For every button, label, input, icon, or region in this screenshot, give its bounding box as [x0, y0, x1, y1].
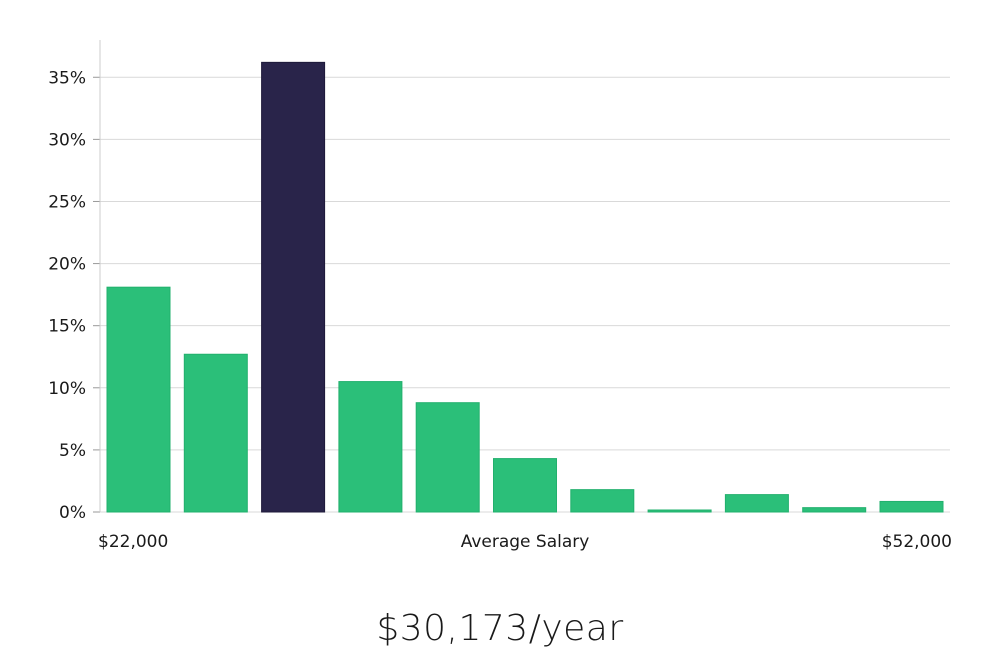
- bar: [879, 500, 944, 513]
- bar: [415, 402, 480, 513]
- bar: [724, 494, 789, 513]
- y-axis-ticks: 0% 5% 10% 15% 20% 25% 30% 35%: [48, 68, 100, 523]
- y-tick-label: 0%: [59, 503, 86, 523]
- x-axis-max-label: $52,000: [882, 532, 952, 552]
- x-axis-title: Average Salary: [461, 532, 590, 552]
- bar: [647, 509, 712, 513]
- bar: [106, 286, 171, 513]
- bar-highlighted: [261, 61, 326, 513]
- salary-histogram-chart: 0% 5% 10% 15% 20% 25% 30% 35% $22,000 Average S…: [48, 40, 952, 552]
- bar: [493, 458, 557, 513]
- y-tick-label: 15%: [48, 317, 86, 337]
- y-tick-label: 30%: [48, 130, 86, 150]
- average-salary-value: $30,173/year: [376, 608, 624, 649]
- y-tick-label: 10%: [48, 379, 86, 399]
- bar: [338, 381, 403, 513]
- bar: [802, 507, 867, 513]
- bars: [106, 61, 944, 513]
- y-tick-label: 5%: [59, 441, 86, 461]
- y-tick-label: 20%: [48, 255, 86, 275]
- y-tick-label: 25%: [48, 192, 86, 212]
- x-axis-min-label: $22,000: [98, 532, 168, 552]
- bar: [183, 353, 248, 513]
- bar: [570, 489, 635, 513]
- y-tick-label: 35%: [48, 68, 86, 88]
